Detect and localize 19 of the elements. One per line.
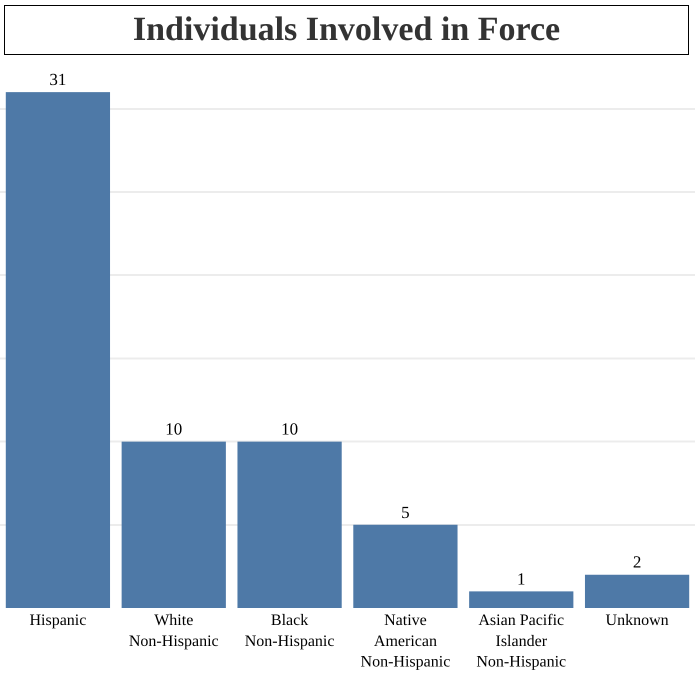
x-tick-label: Black Non-Hispanic <box>244 612 334 650</box>
data-label: 1 <box>517 569 526 588</box>
x-tick-label: Hispanic <box>29 612 86 629</box>
bar <box>122 442 226 608</box>
bar <box>584 574 690 608</box>
x-tick-label: Native American Non-Hispanic <box>360 612 450 671</box>
chart-title: Individuals Involved in Force <box>4 5 689 55</box>
data-label: 2 <box>632 552 642 572</box>
bar <box>469 591 574 608</box>
data-label: 5 <box>401 502 410 522</box>
bar <box>6 92 110 608</box>
x-tick-label: Asian Pacific Islander Non-Hispanic <box>476 612 566 671</box>
bar <box>237 442 342 608</box>
data-label: 10 <box>165 420 182 439</box>
x-tick-label: White Non-Hispanic <box>128 612 219 650</box>
x-tick-label: Unknown <box>606 612 669 629</box>
bar <box>353 524 458 608</box>
data-label: 31 <box>49 70 66 90</box>
data-label: 10 <box>281 420 298 439</box>
